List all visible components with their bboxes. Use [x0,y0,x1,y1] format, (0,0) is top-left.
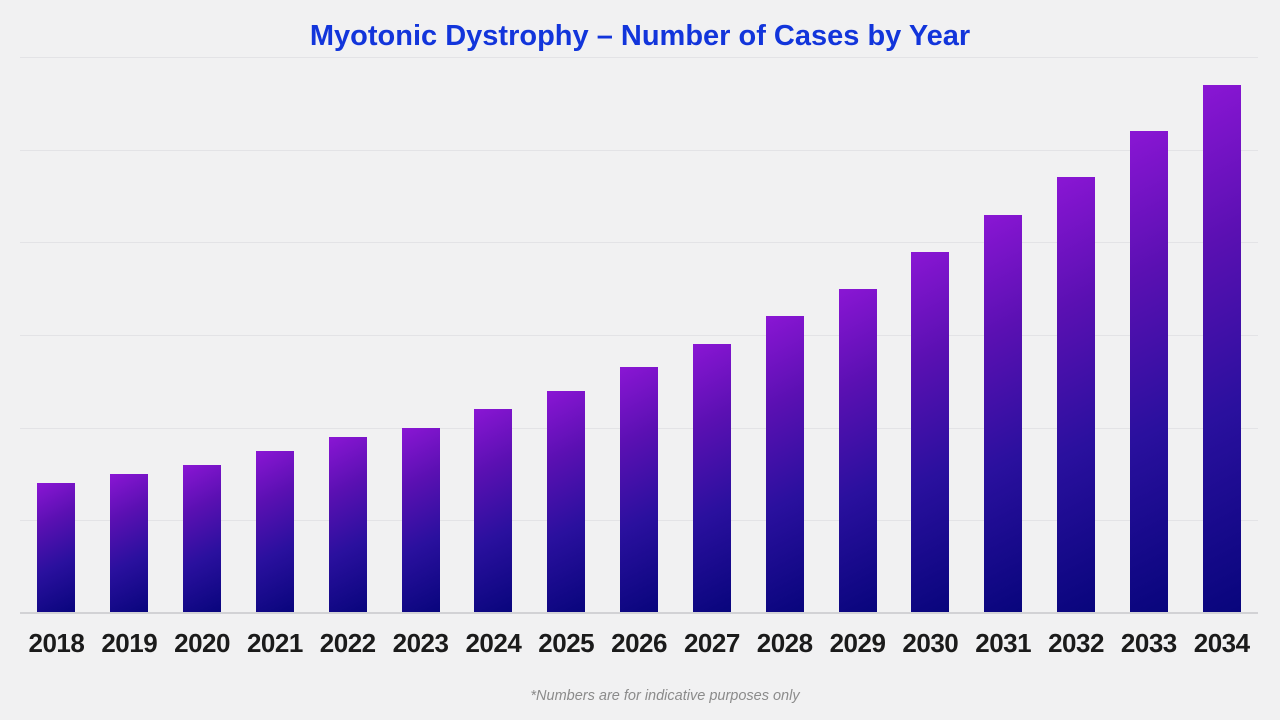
bar-slot-2018 [20,57,93,613]
x-axis-label-2027: 2027 [683,628,740,658]
bar-2018 [37,483,76,613]
chart-title: Myotonic Dystrophy – Number of Cases by … [309,20,971,52]
gridline-500 [20,149,1258,151]
x-axis-label-2033: 2033 [1120,628,1177,658]
bar-slot-2020 [166,57,239,613]
bar-slot-2033 [1112,57,1185,613]
bar-2020 [183,464,222,613]
bar-2034 [1202,84,1241,613]
plot-area [20,57,1258,614]
bar-slot-2019 [93,57,166,613]
x-axis-label-2020: 2020 [174,628,230,658]
chart-footnote: *Numbers are for indicative purposes onl… [530,688,800,704]
x-axis-label-2023: 2023 [392,628,449,658]
bars-layer [20,57,1258,613]
bar-2021 [255,450,294,613]
bar-2030 [911,251,950,613]
x-axis-label-2025: 2025 [538,628,595,658]
bar-slot-2031 [967,57,1040,613]
x-axis-label-2031: 2031 [975,628,1032,658]
x-axis-label-2026: 2026 [611,628,667,658]
bar-2028 [765,316,804,613]
x-axis-label-2034: 2034 [1193,628,1250,658]
x-axis-label-2019: 2019 [101,628,158,658]
bar-2029 [838,288,877,613]
x-axis-label-2029: 2029 [829,628,886,658]
bar-slot-2024 [457,57,530,613]
bar-slot-2022 [311,57,384,613]
bar-2027 [692,344,731,613]
bar-2019 [110,474,149,613]
bar-slot-2023 [384,57,457,613]
gridline-300 [20,335,1258,336]
x-axis-label-2030: 2030 [902,628,959,658]
bar-2024 [474,409,513,613]
bar-slot-2021 [238,57,311,613]
gridline-600 [20,57,1258,58]
x-axis-label-2018: 2018 [28,628,85,658]
gridline-400 [20,242,1258,244]
bar-2025 [547,390,586,613]
bar-slot-2028 [748,57,821,613]
bar-slot-2025 [530,57,603,613]
bar-slot-2026 [603,57,676,613]
bar-slot-2030 [894,57,967,613]
bar-2031 [984,214,1023,613]
bar-slot-2032 [1040,57,1113,613]
bar-slot-2034 [1185,57,1258,613]
bar-slot-2027 [675,57,748,613]
x-axis-label-2021: 2021 [246,628,303,658]
x-axis-labels: 2018 2019 2020 2021 2022 2023 2024 2025 2026 2027… [20,628,1258,659]
bar-2032 [1057,177,1095,613]
x-axis-label-2032: 2032 [1048,628,1104,658]
bar-2026 [620,367,659,613]
bar-2033 [1129,131,1168,613]
x-axis-label-2022: 2022 [319,628,376,658]
bar-2022 [328,436,367,613]
x-axis-label-2028: 2028 [756,628,813,658]
x-axis-line [20,612,1258,614]
x-axis-label-2024: 2024 [465,628,522,658]
bar-slot-2029 [821,57,894,613]
bar-2023 [401,427,440,613]
